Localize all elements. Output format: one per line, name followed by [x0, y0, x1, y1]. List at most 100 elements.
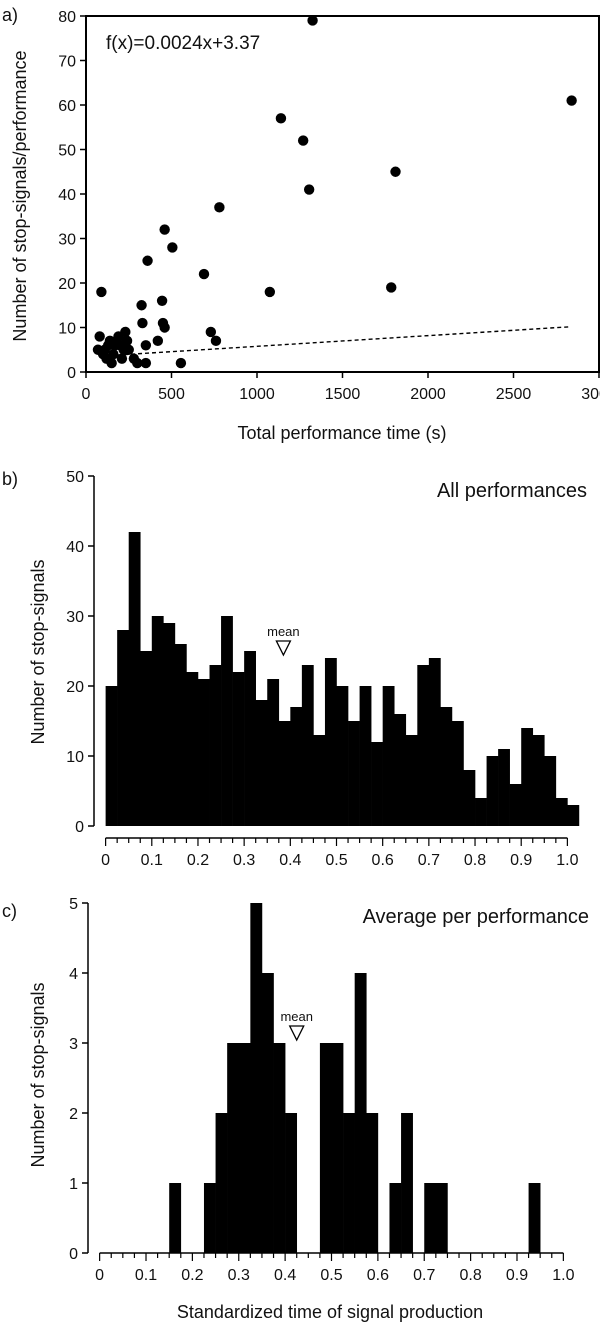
panel-b-y-tick-label: 0: [75, 819, 84, 836]
panel-c-bar: [285, 1113, 298, 1253]
panel-a-data-point: [297, 135, 309, 146]
panel-b-bar: [417, 665, 430, 826]
panel-c-bar: [250, 903, 263, 1253]
panel-a-x-axis-label: Total performance time (s): [237, 423, 446, 443]
panel-b-bar: [232, 672, 245, 826]
panel-c-mean-triangle-icon: [288, 1025, 305, 1042]
panel-b-x-tick-label: 0.5: [325, 852, 347, 869]
panel-b-bar: [348, 721, 360, 826]
panel-a-y-tick-label: 20: [58, 276, 76, 293]
panel-a-data-point: [96, 286, 107, 298]
panel-a-data-point: [566, 95, 577, 106]
panel-a-x-tick-label: 1000: [239, 386, 275, 403]
panel-b-x-tick-label: 0.9: [510, 852, 532, 869]
panel-a-data-point: [214, 202, 225, 213]
panel-b-bar: [509, 784, 522, 826]
panel-b-bar: [359, 686, 372, 826]
panel-c-y-tick-label: 5: [69, 896, 78, 913]
panel-b-bar: [278, 721, 291, 826]
panel-c-y-tick-label: 3: [69, 1036, 78, 1053]
panel-c-mean-label: mean: [280, 1009, 313, 1024]
panel-a-data-point: [156, 295, 168, 306]
panel-b-bar: [255, 700, 268, 826]
panel-a-data-point: [205, 326, 217, 338]
panel-a-x-tick-label: 1500: [325, 386, 361, 403]
panel-c-bar: [424, 1183, 437, 1253]
panel-b-bar: [532, 735, 545, 826]
panel-b-bar: [174, 644, 187, 826]
panel-a-data-point: [94, 331, 105, 342]
panel-a-data-point: [97, 349, 109, 360]
panel-b-x-tick-label: 1.0: [556, 852, 578, 869]
panel-a-data-point: [120, 326, 131, 338]
panel-c-bar: [261, 973, 274, 1253]
panel-b-bar: [221, 616, 233, 826]
panel-b-bar: [163, 623, 176, 826]
panel-b-bar: [267, 679, 280, 826]
panel-c-label: c): [2, 901, 17, 921]
panel-a-data-point: [390, 166, 401, 177]
panel-b-bar: [544, 756, 557, 826]
panel-b: b) All performances 0 10 20 30 40 50 0 0.1 0.2 0.…: [2, 469, 587, 869]
panel-a-y-axis: 0 10 20 30 40 50 60 70 80: [58, 9, 86, 382]
panel-b-bar: [451, 721, 464, 826]
panel-a-x-axis: 0 500 1000 1500 2000 2500 3000: [82, 372, 600, 403]
panel-b-bar: [186, 672, 199, 826]
panel-b-y-axis-label: Number of stop-signals: [28, 559, 48, 744]
panel-c-x-tick-label: 0.9: [506, 1267, 528, 1284]
panel-b-x-tick-label: 0.8: [464, 852, 486, 869]
panel-b-bar: [313, 735, 326, 826]
panel-b-x-tick-label: 0.7: [418, 852, 440, 869]
panel-c-bar: [389, 1183, 402, 1253]
panel-b-y-tick-label: 50: [66, 469, 84, 486]
panel-b-label: b): [2, 469, 18, 489]
panel-a-fit-equation: f(x)=0.0024x+3.37: [106, 33, 260, 54]
panel-c-title: Average per performance: [363, 906, 589, 928]
panel-a-data-point: [137, 317, 148, 329]
panel-b-bar: [244, 651, 256, 826]
panel-a-y-axis-label: Number of stop-signals/performance: [10, 50, 30, 341]
panel-c-axes: 0 1 2 3 4 5 0 0.1 0.2 0.3 0.4 0.5 0.6 0.7 0.8 0.9 1.0: [69, 896, 574, 1284]
panel-c-bar: [273, 1043, 286, 1253]
panel-c-x-tick-label: 0: [95, 1267, 104, 1284]
panel-c-x-tick-label: 0.3: [228, 1267, 250, 1284]
panel-a-y-tick-label: 50: [58, 143, 76, 160]
panel-b-bar: [209, 665, 222, 826]
panel-a: a) 0 500 1000 1500 2000 2500 3000 0 10 20 30 40 50 6…: [2, 5, 600, 443]
panel-b-y-tick-label: 30: [66, 609, 84, 626]
panel-a-data-point: [152, 335, 164, 347]
panel-a-data-point: [136, 300, 147, 311]
panel-c-bar: [366, 1113, 379, 1253]
panel-b-bar: [463, 770, 476, 826]
panel-c-x-tick-label: 0.1: [135, 1267, 157, 1284]
panel-b-bar: [498, 749, 510, 826]
panel-a-data-point: [275, 113, 287, 124]
panel-c-bar: [227, 1043, 240, 1253]
panel-b-bar: [405, 735, 418, 826]
panel-b-bar: [440, 707, 453, 826]
panel-c-x-tick-label: 1.0: [552, 1267, 574, 1284]
panel-a-data-point: [159, 224, 170, 235]
panel-b-x-tick-label: 0.3: [233, 852, 255, 869]
panel-a-data-point: [121, 335, 133, 347]
panel-a-data-point: [303, 184, 315, 195]
panel-c-x-tick-label: 0.5: [320, 1267, 342, 1284]
panel-a-data-point: [264, 286, 276, 298]
panel-b-bar: [486, 756, 499, 826]
panel-a-label: a): [2, 5, 18, 25]
panel-c-bar: [215, 1113, 228, 1253]
panel-a-y-tick-label: 0: [67, 365, 76, 382]
panel-b-mean-triangle-icon: [275, 640, 292, 657]
panel-a-points: [92, 15, 577, 369]
panel-c-bar: [319, 1043, 332, 1253]
panel-a-x-tick-label: 500: [158, 386, 185, 403]
panel-b-bar: [117, 630, 130, 826]
panel-b-mean-label: mean: [267, 624, 300, 639]
panel-a-data-point: [307, 15, 318, 26]
panel-c-x-axis-label: Standardized time of signal production: [177, 1302, 483, 1322]
panel-b-y-tick-label: 10: [66, 749, 84, 766]
panel-c-y-axis-label: Number of stop-signals: [28, 982, 48, 1167]
panel-c-bar: [203, 1183, 216, 1253]
panel-b-axes: 0 10 20 30 40 50 0 0.1 0.2 0.3 0.4 0.5 0.6 0.7 0.8 0.9 1…: [66, 469, 578, 869]
